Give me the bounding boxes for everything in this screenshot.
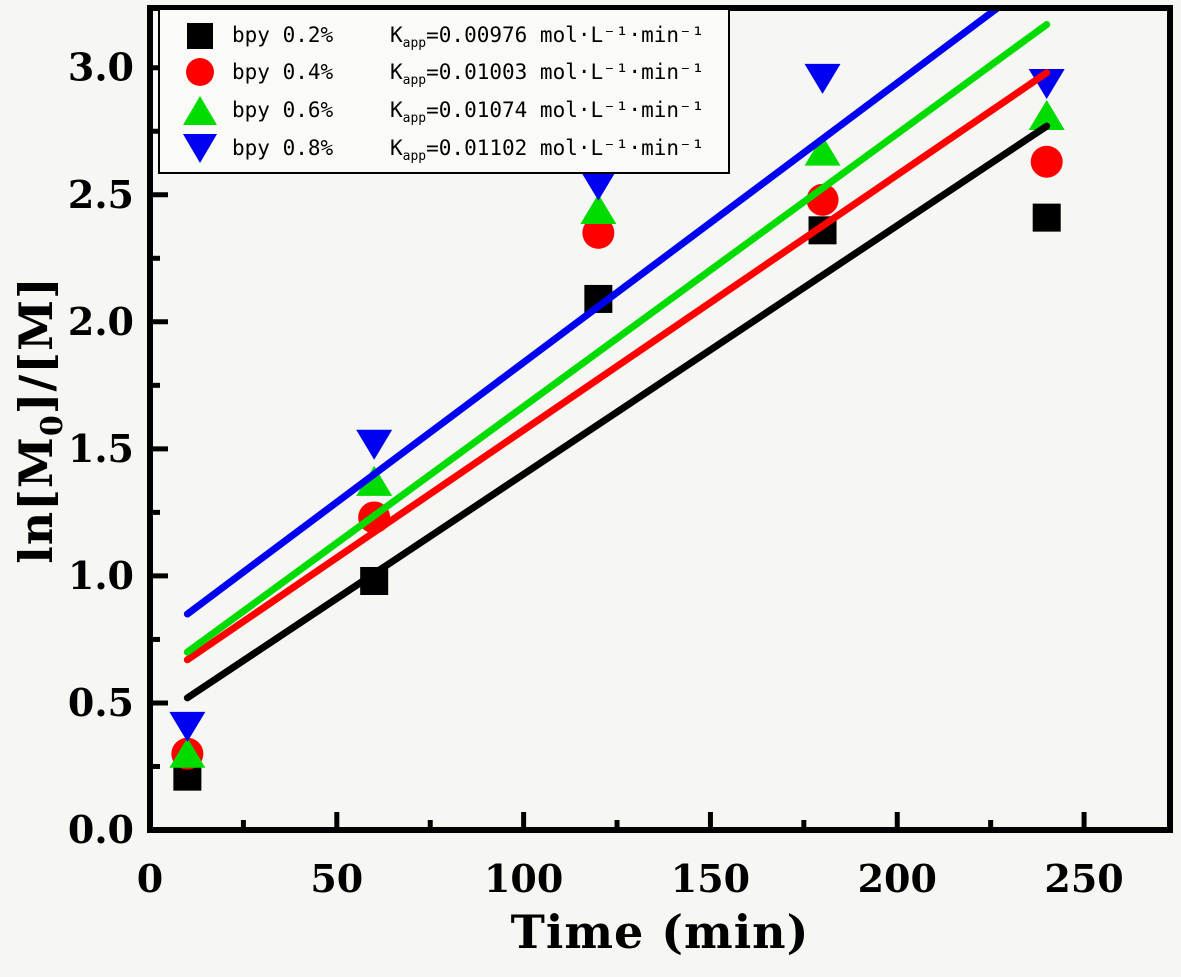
legend-series-label: bpy 0.8% (232, 136, 334, 161)
data-point-circle (1030, 145, 1063, 178)
data-point-triangle-down (580, 170, 617, 201)
data-point-triangle-down (356, 429, 393, 460)
kapp-subscript: app (402, 110, 427, 126)
legend-row: bpy 0.4% Kapp=0.01003 mol·L⁻¹·min⁻¹ (160, 58, 728, 87)
legend-marker-circle-icon (182, 58, 218, 87)
kapp-symbol: K (390, 97, 403, 122)
fit-line (183, 69, 1051, 664)
y-tick-label: 3.0 (68, 45, 134, 90)
x-axis-title: Time (min) (510, 905, 810, 959)
triangle-up-icon (183, 95, 217, 125)
kapp-symbol: K (390, 23, 403, 48)
kapp-value: =0.01102 mol·L⁻¹·min⁻¹ (426, 136, 705, 161)
data-point-circle (582, 216, 615, 249)
y-axis-title: ln[M0]/[M] (9, 276, 70, 564)
y-axis-title-post: ]/[M] (9, 276, 63, 415)
triangle-down-icon (183, 134, 217, 164)
x-tick-label: 150 (671, 856, 750, 901)
kapp-symbol: K (390, 59, 403, 84)
kapp-symbol: K (390, 136, 403, 161)
x-tick-label: 0 (137, 856, 163, 901)
legend-kapp-text: Kapp=0.01102 mol·L⁻¹·min⁻¹ (390, 136, 705, 164)
legend-series-label: bpy 0.4% (232, 59, 334, 84)
y-axis-title-pre: ln[M (9, 436, 63, 564)
legend-kapp-text: Kapp=0.01074 mol·L⁻¹·min⁻¹ (390, 97, 705, 125)
circle-icon (186, 58, 214, 87)
legend-row: bpy 0.8% Kapp=0.01102 mol·L⁻¹·min⁻¹ (160, 134, 728, 163)
data-point-triangle-down (169, 711, 206, 742)
kapp-value: =0.00976 mol·L⁻¹·min⁻¹ (426, 23, 705, 48)
x-tick-label: 100 (484, 856, 563, 901)
data-point-triangle-up (1028, 99, 1065, 130)
y-tick-label: 2.0 (68, 299, 134, 344)
legend-series-label: bpy 0.6% (232, 97, 334, 122)
legend-row: bpy 0.6% Kapp=0.01074 mol·L⁻¹·min⁻¹ (160, 95, 728, 125)
legend-row: bpy 0.2% Kapp=0.00976 mol·L⁻¹·min⁻¹ (160, 22, 728, 51)
y-axis-title-sub: 0 (35, 414, 71, 437)
kapp-subscript: app (402, 72, 427, 88)
kapp-subscript: app (402, 36, 427, 52)
fit-line (183, 11, 1000, 618)
data-point-triangle-up (804, 135, 841, 166)
x-tick-label: 200 (858, 856, 937, 901)
data-point-square (1032, 203, 1061, 232)
data-point-triangle-up (356, 465, 393, 496)
x-tick-label: 50 (310, 856, 363, 901)
fit-line (183, 21, 1051, 656)
data-point-triangle-up (580, 194, 617, 225)
kapp-subscript: app (402, 149, 427, 165)
y-tick-label: 1.0 (68, 553, 134, 598)
legend-marker-triangle-down-icon (182, 134, 218, 164)
y-tick-label: 1.5 (68, 426, 134, 471)
data-point-triangle-down (804, 63, 841, 94)
x-tick-label: 250 (1044, 856, 1123, 901)
y-tick-label: 0.5 (68, 680, 134, 725)
legend-marker-square-icon (182, 22, 218, 49)
legend-kapp-text: Kapp=0.01003 mol·L⁻¹·min⁻¹ (390, 59, 705, 87)
fit-lines-layer (183, 11, 1051, 702)
kapp-value: =0.01003 mol·L⁻¹·min⁻¹ (426, 59, 705, 84)
legend-kapp-text: Kapp=0.00976 mol·L⁻¹·min⁻¹ (390, 23, 705, 51)
legend-series-label: bpy 0.2% (232, 23, 334, 48)
y-tick-label: 0.0 (68, 807, 134, 852)
kapp-value: =0.01074 mol·L⁻¹·min⁻¹ (426, 97, 705, 122)
chart-legend: bpy 0.2% Kapp=0.00976 mol·L⁻¹·min⁻¹ bpy 0.… (158, 8, 730, 174)
square-icon (187, 22, 213, 49)
data-point-triangle-up (169, 737, 206, 768)
y-tick-label: 2.5 (68, 172, 134, 217)
legend-marker-triangle-up-icon (182, 95, 218, 125)
fit-line (183, 122, 1051, 702)
